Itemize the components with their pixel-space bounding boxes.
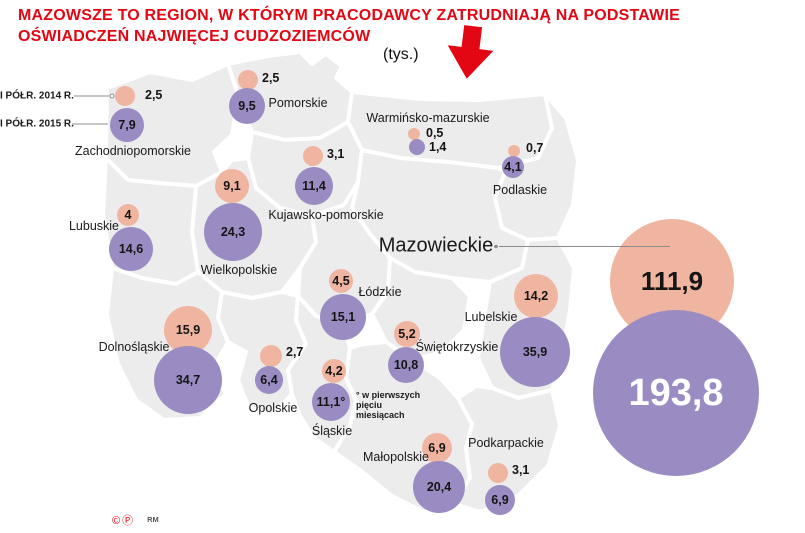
lubelskie-value-purple: 35,9 [522,344,548,359]
zachodniopomorskie-value-pink: 2,5 [145,87,163,102]
pomorskie-bubble-pink [238,70,258,90]
opolskie-bubble-pink [260,345,282,367]
kujawsko-pomorskie-bubble-pink [303,146,323,166]
wielkopolskie-bubble-pink: 9,1 [215,169,249,203]
dolnoslaskie-value-purple: 34,7 [175,372,201,387]
mazowieckie-value-purple: 193,8 [628,372,724,414]
wielkopolskie-bubble-purple: 24,3 [204,203,262,261]
zachodniopomorskie-value-purple: 7,9 [118,117,136,132]
zachodniopomorskie-bubble-pink [115,86,135,106]
region-label-mazowieckie: Mazowieckie [378,234,494,257]
lubuskie-bubble-purple: 14,6 [109,227,153,271]
mazowieckie-bubble-purple: 193,8 [593,310,759,476]
region-label-slaskie: Śląskie [311,424,353,438]
region-label-swietokrzyskie: Świętokrzyskie [415,340,499,354]
region-label-zachodniopomorskie: Zachodniopomorskie [74,144,192,158]
region-label-opolskie: Opolskie [248,401,298,415]
podlaskie-value-purple: 4,1 [504,159,522,174]
lubelskie-bubble-pink: 14,2 [514,274,558,318]
lubelskie-bubble-purple: 35,9 [500,317,570,387]
wielkopolskie-value-purple: 24,3 [220,224,246,239]
region-label-lodzkie: Łódzkie [358,285,402,299]
warminsko-mazurskie-bubble-pink [408,128,420,140]
opolskie-value-pink: 2,7 [286,344,304,359]
wielkopolskie-value-pink: 9,1 [223,178,241,193]
podkarpackie-value-pink: 3,1 [512,462,530,477]
swietokrzyskie-value-pink: 5,2 [398,326,416,341]
malopolskie-value-pink: 6,9 [428,440,446,455]
kujawsko-pomorskie-value-pink: 3,1 [327,146,345,161]
dolnoslaskie-bubble-purple: 34,7 [154,346,222,414]
kujawsko-pomorskie-value-purple: 11,4 [302,178,326,193]
slaskie-bubble-purple: 11,1° [312,383,350,421]
lodzkie-bubble-pink: 4,5 [329,269,353,293]
kujawsko-pomorskie-bubble-purple: 11,4 [295,167,333,205]
podlaskie-bubble-pink [508,145,520,157]
opolskie-value-purple: 6,4 [260,372,278,387]
region-label-malopolskie: Małopolskie [362,450,430,464]
warminsko-mazurskie-value-purple: 1,4 [429,139,447,154]
slaskie-value-pink: 4,2 [325,363,343,378]
region-label-podkarpackie: Podkarpackie [468,436,544,450]
region-label-podlaskie: Podlaskie [492,183,548,197]
region-label-wielkopolskie: Wielkopolskie [200,263,278,277]
region-label-lubuskie: Lubuskie [68,219,120,233]
warminsko-mazurskie-value-pink: 0,5 [426,125,444,140]
warminsko-mazurskie-bubble-purple [409,139,425,155]
pomorskie-value-pink: 2,5 [262,70,280,85]
region-label-kujawsko-pomorskie: Kujawsko-pomorskie [268,208,384,222]
swietokrzyskie-bubble-pink: 5,2 [394,321,420,347]
swietokrzyskie-value-purple: 10,8 [393,357,419,372]
region-label-dolnoslaskie: Dolnośląskie [98,340,170,354]
opolskie-bubble-purple: 6,4 [255,366,283,394]
lodzkie-value-pink: 4,5 [332,273,350,288]
lodzkie-value-purple: 15,1 [330,309,356,324]
lubelskie-value-pink: 14,2 [523,288,549,303]
region-label-pomorskie: Pomorskie [268,96,328,110]
lubuskie-bubble-pink: 4 [117,204,139,226]
lubuskie-value-purple: 14,6 [118,241,144,256]
malopolskie-bubble-pink: 6,9 [422,433,452,463]
region-label-lubelskie: Lubelskie [464,310,518,324]
malopolskie-bubble-purple: 20,4 [413,461,465,513]
swietokrzyskie-bubble-purple: 10,8 [388,347,424,383]
slaskie-bubble-pink: 4,2 [322,359,346,383]
dolnoslaskie-value-pink: 15,9 [175,322,201,337]
mazowieckie-value-pink: 111,9 [640,266,704,296]
malopolskie-value-purple: 20,4 [426,479,452,494]
region-label-warminsko-mazurskie: Warmińsko-mazurskie [366,111,490,125]
lodzkie-bubble-purple: 15,1 [320,294,366,340]
slaskie-value-purple: 11,1° [316,394,346,409]
map-region-podkarpackie [452,384,562,514]
pomorskie-bubble-purple: 9,5 [229,88,265,124]
podlaskie-value-pink: 0,7 [526,140,544,155]
podkarpackie-value-purple: 6,9 [491,492,509,507]
lubuskie-value-pink: 4 [124,207,132,222]
dolnoslaskie-bubble-pink: 15,9 [164,306,212,354]
podkarpackie-bubble-pink [488,463,508,483]
podlaskie-bubble-purple: 4,1 [502,156,524,178]
podkarpackie-bubble-purple: 6,9 [485,485,515,515]
zachodniopomorskie-bubble-purple: 7,9 [110,108,144,142]
pomorskie-value-purple: 9,5 [238,98,256,113]
